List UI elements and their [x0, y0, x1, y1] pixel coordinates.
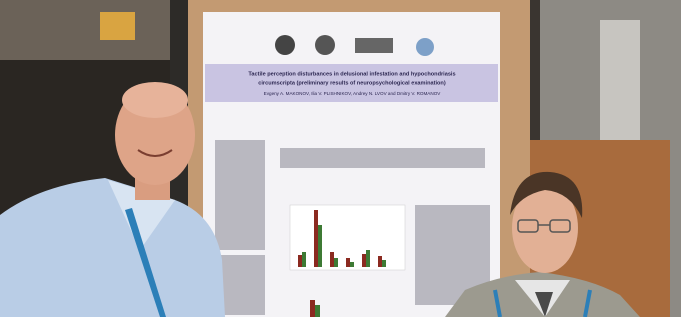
page: Tactile perception disturbances in delus…	[0, 0, 681, 317]
light	[100, 12, 135, 40]
logo	[355, 38, 393, 53]
logo	[275, 35, 295, 55]
logo	[315, 35, 335, 55]
poster-title: Tactile perception disturbances in delus…	[248, 71, 455, 77]
ceiling-left	[0, 0, 180, 60]
poster-authors: Evgeny A. MAKONOV, Ilia V. PLISHNIKOV, A…	[264, 91, 442, 96]
scalp	[122, 82, 188, 118]
photo: Tactile perception disturbances in delus…	[0, 0, 681, 317]
poster-title: circumscripta (preliminary results of ne…	[258, 80, 446, 86]
logo	[416, 38, 434, 56]
